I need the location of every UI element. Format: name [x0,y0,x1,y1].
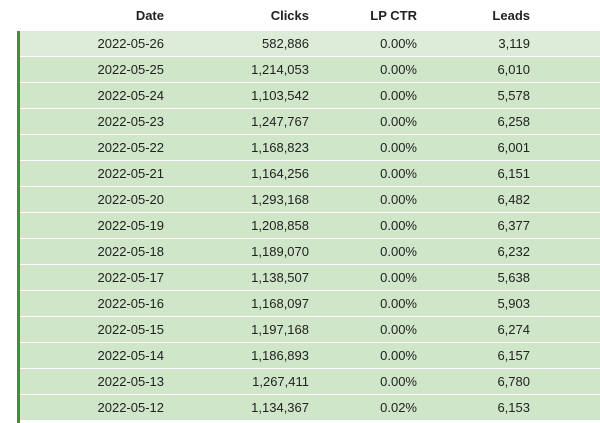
cell-clicks: 1,186,893 [251,348,309,363]
table-header: Date Clicks LP CTR Leads [0,0,600,30]
cell-lp-ctr: 0.00% [380,296,417,311]
cell-clicks: 1,247,767 [251,114,309,129]
table-row[interactable]: 2022-05-25 1,214,053 0.00% 6,010 [20,57,600,83]
cell-leads: 6,258 [497,114,530,129]
cell-clicks: 1,197,168 [251,322,309,337]
cell-date: 2022-05-25 [97,62,165,77]
table-row[interactable]: 2022-05-18 1,189,070 0.00% 6,232 [20,239,600,265]
column-header-lp-ctr[interactable]: LP CTR [370,8,417,23]
cell-lp-ctr: 0.00% [380,218,417,233]
cell-date: 2022-05-22 [97,140,165,155]
cell-lp-ctr: 0.00% [380,322,417,337]
table-row[interactable]: 2022-05-15 1,197,168 0.00% 6,274 [20,317,600,343]
cell-clicks: 1,214,053 [251,62,309,77]
table-row[interactable]: 2022-05-17 1,138,507 0.00% 5,638 [20,265,600,291]
cell-clicks: 1,189,070 [251,244,309,259]
cell-leads: 6,001 [497,140,530,155]
cell-leads: 6,274 [497,322,530,337]
cell-date: 2022-05-14 [97,348,165,363]
cell-leads: 3,119 [498,36,530,51]
column-header-leads[interactable]: Leads [492,8,530,23]
cell-leads: 6,482 [497,192,530,207]
cell-lp-ctr: 0.00% [380,348,417,363]
cell-leads: 6,377 [497,218,530,233]
cell-lp-ctr: 0.00% [380,62,417,77]
cell-clicks: 1,134,367 [251,400,309,415]
selection-bar [17,31,20,423]
cell-leads: 6,157 [497,348,530,363]
cell-lp-ctr: 0.00% [380,140,417,155]
cell-date: 2022-05-21 [97,166,165,181]
cell-leads: 5,638 [497,270,530,285]
cell-leads: 5,578 [497,88,530,103]
cell-date: 2022-05-16 [97,296,165,311]
table-row[interactable]: 2022-05-16 1,168,097 0.00% 5,903 [20,291,600,317]
table-row[interactable]: 2022-05-19 1,208,858 0.00% 6,377 [20,213,600,239]
cell-leads: 6,153 [497,400,530,415]
table-row[interactable]: 2022-05-12 1,134,367 0.02% 6,153 [20,395,600,421]
cell-date: 2022-05-18 [97,244,165,259]
cell-lp-ctr: 0.00% [380,374,417,389]
table-row[interactable]: 2022-05-24 1,103,542 0.00% 5,578 [20,83,600,109]
cell-date: 2022-05-23 [97,114,165,129]
column-header-clicks[interactable]: Clicks [270,8,309,23]
cell-lp-ctr: 0.00% [380,36,417,51]
cell-leads: 6,780 [497,374,530,389]
cell-leads: 6,010 [497,62,530,77]
column-header-date[interactable]: Date [135,8,164,23]
table-row[interactable]: 2022-05-22 1,168,823 0.00% 6,001 [20,135,600,161]
cell-lp-ctr: 0.00% [380,192,417,207]
cell-date: 2022-05-17 [97,270,165,285]
cell-clicks: 1,208,858 [251,218,309,233]
cell-clicks: 1,138,507 [251,270,309,285]
cell-clicks: 1,103,542 [251,88,309,103]
table-row[interactable]: 2022-05-13 1,267,411 0.00% 6,780 [20,369,600,395]
table-row[interactable]: 2022-05-23 1,247,767 0.00% 6,258 [20,109,600,135]
table-row[interactable]: 2022-05-26 582,886 0.00% 3,119 [20,31,600,57]
cell-date: 2022-05-15 [97,322,165,337]
cell-leads: 5,903 [497,296,530,311]
cell-clicks: 1,293,168 [251,192,309,207]
table-row[interactable]: 2022-05-14 1,186,893 0.00% 6,157 [20,343,600,369]
cell-clicks: 1,168,823 [251,140,309,155]
cell-lp-ctr: 0.00% [380,114,417,129]
cell-lp-ctr: 0.00% [380,244,417,259]
cell-date: 2022-05-12 [97,400,165,415]
table-row[interactable]: 2022-05-20 1,293,168 0.00% 6,482 [20,187,600,213]
cell-clicks: 582,886 [262,36,309,51]
cell-clicks: 1,168,097 [251,296,309,311]
cell-leads: 6,232 [497,244,530,259]
cell-lp-ctr: 0.00% [380,270,417,285]
table-row[interactable]: 2022-05-21 1,164,256 0.00% 6,151 [20,161,600,187]
cell-date: 2022-05-20 [97,192,165,207]
cell-clicks: 1,267,411 [252,374,309,389]
cell-lp-ctr: 0.00% [380,166,417,181]
cell-date: 2022-05-19 [97,218,165,233]
cell-leads: 6,151 [497,166,530,181]
cell-clicks: 1,164,256 [251,166,309,181]
cell-date: 2022-05-13 [97,374,165,389]
cell-date: 2022-05-24 [97,88,165,103]
cell-date: 2022-05-26 [97,36,165,51]
cell-lp-ctr: 0.00% [380,88,417,103]
cell-lp-ctr: 0.02% [380,400,417,415]
